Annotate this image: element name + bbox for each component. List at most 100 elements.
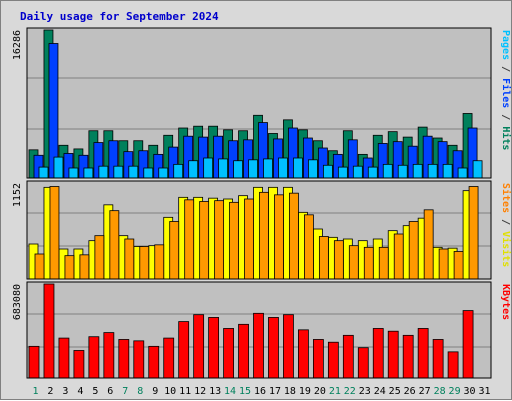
middle-bar-sites-day-2	[49, 186, 60, 280]
top-bar-pages-day-27	[427, 163, 438, 179]
middle-bar-sites-day-15	[244, 198, 254, 280]
middle-bar-sites-day-6	[109, 210, 120, 280]
day-label-1: 1	[32, 386, 38, 397]
middle-bar-sites-day-1	[34, 253, 45, 280]
bottom-bar-kbytes-day-13	[208, 317, 220, 379]
middle-bar-sites-day-5	[94, 235, 105, 280]
middle-bar-sites-day-17	[274, 194, 284, 280]
middle-bar-sites-day-24	[378, 246, 389, 280]
middle-bar-sites-day-23	[363, 246, 374, 280]
day-label-28: 28	[434, 386, 446, 397]
middle-bar-sites-day-4	[79, 254, 90, 280]
bottom-bar-kbytes-day-10	[163, 337, 175, 379]
bottom-bar-kbytes-day-3	[58, 337, 70, 379]
bottom-bar-kbytes-day-30	[462, 310, 474, 379]
day-label-19: 19	[299, 386, 311, 397]
middle-bar-sites-day-27	[423, 209, 434, 280]
bottom-bar-kbytes-day-20	[312, 339, 324, 379]
top-legend-part: Hits	[500, 126, 512, 150]
top-bar-pages-day-8	[143, 167, 154, 179]
day-label-24: 24	[374, 386, 386, 397]
middle-legend-part: /	[500, 213, 511, 231]
day-label-2: 2	[47, 386, 53, 397]
day-label-12: 12	[194, 386, 206, 397]
day-label-27: 27	[419, 386, 431, 397]
top-plot-border	[26, 27, 492, 179]
top-bar-pages-day-21	[337, 166, 348, 179]
day-label-15: 15	[239, 386, 251, 397]
day-label-7: 7	[122, 386, 128, 397]
top-bar-pages-day-20	[322, 164, 333, 179]
day-label-30: 30	[464, 386, 476, 397]
top-bar-pages-day-7	[128, 165, 139, 179]
day-label-29: 29	[449, 386, 461, 397]
top-bar-pages-day-18	[293, 157, 303, 179]
middle-bar-sites-day-8	[139, 246, 150, 280]
middle-bar-sites-day-7	[124, 238, 135, 280]
day-label-4: 4	[77, 386, 83, 397]
middle-legend-part: Visits	[500, 231, 512, 267]
day-label-18: 18	[284, 386, 296, 397]
bottom-bar-kbytes-day-24	[372, 328, 384, 379]
top-legend-part: Pages	[500, 30, 511, 60]
middle-bar-sites-day-9	[154, 244, 165, 280]
bottom-bar-kbytes-day-5	[88, 336, 100, 379]
bottom-bar-kbytes-day-28	[432, 339, 444, 379]
bottom-legend: KBytes	[500, 284, 511, 320]
middle-bar-sites-day-30	[468, 186, 479, 280]
top-legend: Pages / Files / Hits	[500, 30, 512, 150]
day-label-14: 14	[224, 386, 236, 397]
bottom-bar-kbytes-day-22	[342, 334, 354, 379]
bottom-bar-kbytes-day-16	[253, 312, 264, 379]
middle-bar-sites-day-21	[333, 240, 344, 280]
middle-bar-sites-day-14	[229, 201, 239, 280]
chart-title: Daily usage for September 2024	[20, 10, 219, 23]
day-label-16: 16	[254, 386, 266, 397]
middle-bar-sites-day-10	[169, 221, 180, 280]
middle-bar-sites-day-13	[214, 200, 225, 280]
day-label-11: 11	[179, 386, 191, 397]
middle-legend-part: Sites	[500, 183, 512, 213]
bottom-bar-kbytes-day-9	[148, 345, 160, 379]
bottom-plot-border	[26, 281, 492, 379]
top-ymax-label: 16286	[12, 30, 23, 60]
bottom-bar-kbytes-day-25	[387, 330, 399, 379]
bottom-bar-kbytes-day-7	[118, 339, 130, 379]
top-bar-pages-day-16	[263, 158, 273, 179]
day-label-9: 9	[152, 386, 158, 397]
middle-bar-sites-day-28	[438, 248, 449, 280]
day-label-17: 17	[269, 386, 281, 397]
middle-bar-sites-day-20	[318, 236, 329, 280]
middle-ymax-label: 1152	[12, 183, 23, 207]
day-label-8: 8	[137, 386, 143, 397]
day-label-13: 13	[209, 386, 221, 397]
top-bar-pages-day-30	[472, 160, 483, 179]
top-bar-pages-day-15	[248, 159, 258, 179]
bottom-bar-kbytes-day-27	[417, 328, 429, 379]
top-bar-pages-day-24	[382, 163, 393, 179]
day-label-10: 10	[164, 386, 176, 397]
middle-bar-sites-day-29	[453, 251, 464, 280]
bottom-bar-kbytes-day-15	[238, 323, 249, 379]
middle-bar-sites-day-3	[64, 255, 75, 280]
middle-bar-sites-day-16	[259, 191, 269, 280]
bottom-bar-kbytes-day-4	[73, 350, 85, 379]
bottom-bar-kbytes-day-11	[178, 321, 190, 379]
top-bar-pages-day-14	[233, 160, 243, 179]
top-bar-pages-day-9	[158, 167, 169, 179]
bottom-bar-kbytes-day-14	[223, 328, 234, 379]
bottom-bar-kbytes-day-1	[28, 345, 40, 379]
bottom-bar-kbytes-day-17	[268, 317, 279, 379]
bottom-bar-kbytes-day-23	[357, 347, 369, 379]
top-bar-pages-day-17	[278, 157, 288, 179]
middle-plot-border	[26, 180, 492, 280]
top-bar-pages-day-29	[457, 167, 468, 179]
middle-bar-sites-day-22	[348, 245, 359, 280]
middle-bar-sites-day-12	[199, 201, 210, 280]
middle-legend: Sites / Visits	[500, 183, 512, 267]
bottom-bar-kbytes-day-18	[283, 314, 294, 379]
day-label-5: 5	[92, 386, 98, 397]
top-bar-pages-day-22	[352, 165, 363, 179]
